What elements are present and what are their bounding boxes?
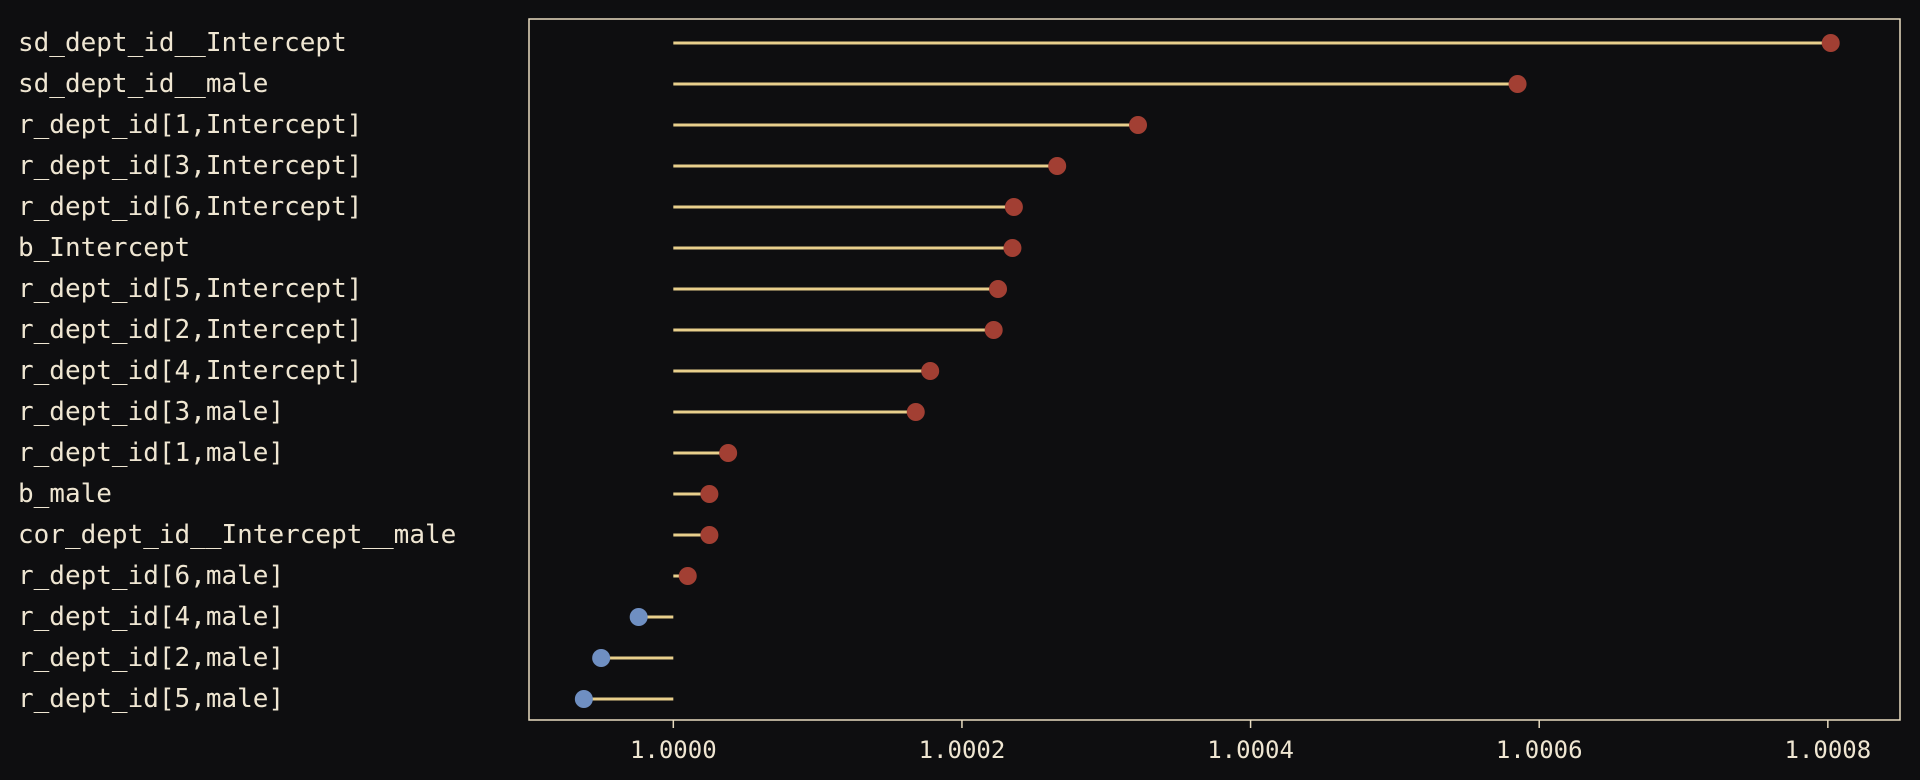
y-label-3: r_dept_id[3,Intercept] [18,151,362,181]
dot-16 [574,690,593,708]
x-tick-label-1: 1.0002 [919,736,1006,764]
y-label-5: b_Intercept [18,233,190,263]
y-label-9: r_dept_id[3,male] [18,397,284,427]
y-label-1: sd_dept_id__male [18,69,268,99]
y-label-8: r_dept_id[4,Intercept] [18,356,362,386]
y-labels-group: sd_dept_id__Intercept sd_dept_id__male r_d… [18,28,456,714]
y-label-11: b_male [18,479,112,509]
y-label-4: r_dept_id[6,Intercept] [18,192,362,222]
x-tick-label-0: 1.0000 [630,736,717,764]
x-tick-label-4: 1.0008 [1784,736,1871,764]
y-label-10: r_dept_id[1,male] [18,438,284,468]
y-label-13: r_dept_id[6,male] [18,561,284,591]
dot-15 [592,649,611,667]
y-label-2: r_dept_id[1,Intercept] [18,110,362,140]
dot-12 [700,526,719,544]
dot-0 [1821,34,1840,52]
dot-7 [984,321,1003,339]
y-label-14: r_dept_id[4,male] [18,602,284,632]
dot-2 [1129,116,1148,134]
dot-3 [1048,157,1067,175]
dot-4 [1004,198,1023,216]
x-tick-label-3: 1.0006 [1496,736,1583,764]
y-label-6: r_dept_id[5,Intercept] [18,274,362,304]
plot-frame [528,18,1901,721]
dot-8 [921,362,940,380]
dot-10 [719,444,738,462]
x-ticks-group: 1.0000 1.0002 1.0004 1.0006 1.0008 [630,720,1871,764]
dot-9 [906,403,925,421]
dot-6 [989,280,1008,298]
stems-group [583,41,1831,701]
dot-11 [700,485,719,503]
x-tick-label-2: 1.0004 [1207,736,1294,764]
y-label-15: r_dept_id[2,male] [18,643,284,673]
dot-5 [1003,239,1022,257]
dots-group [574,34,1840,708]
y-label-7: r_dept_id[2,Intercept] [18,315,362,345]
dot-14 [629,608,648,626]
y-label-16: r_dept_id[5,male] [18,684,284,714]
dot-13 [678,567,697,585]
y-label-12: cor_dept_id__Intercept__male [18,520,456,550]
y-label-0: sd_dept_id__Intercept [18,28,347,58]
dot-1 [1508,75,1527,93]
